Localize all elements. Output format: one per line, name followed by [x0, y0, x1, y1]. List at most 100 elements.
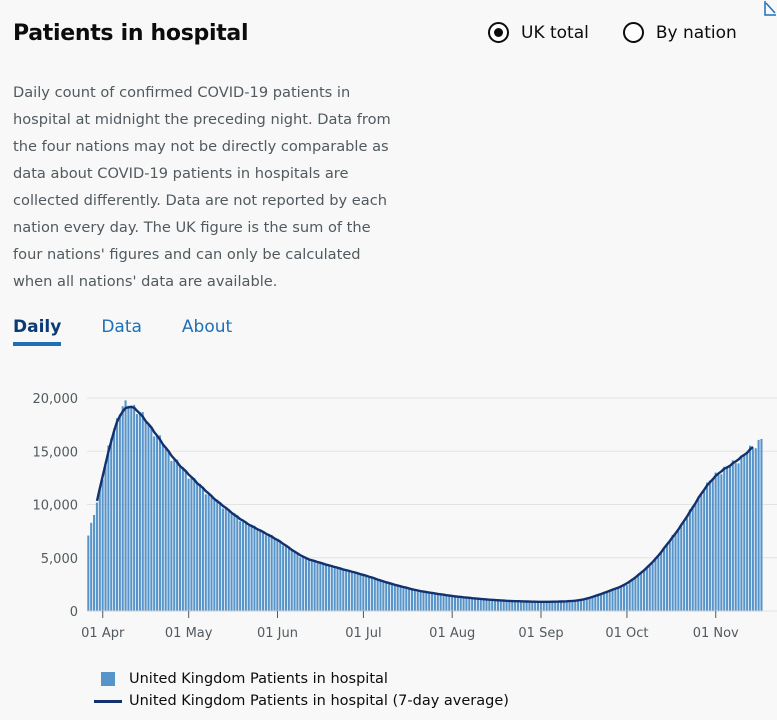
y-tick-label: 5,000 — [41, 552, 78, 567]
data-bar — [356, 573, 359, 611]
data-bar — [410, 589, 414, 611]
data-bar — [594, 595, 597, 611]
data-bar — [196, 483, 199, 611]
data-bar — [462, 597, 465, 611]
data-bar — [665, 545, 668, 611]
data-bar — [219, 501, 222, 611]
data-bar — [491, 599, 494, 611]
data-bar — [204, 494, 207, 611]
data-bar — [416, 590, 419, 611]
radio-uk-total[interactable]: UK total — [488, 22, 589, 43]
data-bar — [431, 592, 434, 611]
data-bar — [368, 577, 371, 611]
data-bar — [703, 491, 706, 611]
data-bar — [339, 568, 342, 611]
data-bar — [671, 534, 674, 611]
data-bar — [588, 597, 591, 611]
tab-data[interactable]: Data — [101, 317, 142, 337]
data-bar — [508, 600, 511, 611]
average-line — [95, 405, 754, 604]
data-bar — [743, 454, 746, 611]
data-bar — [694, 503, 697, 611]
data-bar — [187, 478, 190, 611]
view-radio-group: UK total By nation — [488, 22, 771, 43]
legend-item-line: United Kingdom Patients in hospital (7-d… — [94, 690, 509, 712]
data-bar — [471, 598, 474, 611]
data-bar — [726, 466, 729, 611]
x-tick-label: 01 Nov — [693, 626, 739, 641]
data-bar — [620, 585, 623, 611]
data-bar — [422, 591, 425, 611]
data-bar — [488, 599, 491, 611]
data-bar — [562, 601, 565, 611]
data-bar — [104, 461, 107, 611]
data-bar — [685, 518, 689, 611]
data-bar — [608, 591, 611, 611]
data-bar — [476, 598, 479, 611]
data-bar — [336, 567, 339, 611]
data-bar — [574, 601, 577, 611]
data-bar — [433, 593, 436, 611]
data-bar — [287, 546, 290, 611]
expand-icon[interactable] — [763, 0, 777, 18]
data-bar — [236, 515, 239, 611]
radio-label: UK total — [521, 22, 589, 43]
data-bar — [141, 412, 144, 611]
data-bar — [270, 534, 273, 611]
data-bar — [296, 553, 299, 611]
data-bar — [365, 575, 368, 611]
data-bar — [697, 496, 700, 611]
data-bar — [611, 589, 614, 611]
data-bar — [279, 541, 282, 611]
data-bar — [121, 406, 124, 611]
data-bar — [101, 479, 104, 611]
data-bar — [158, 435, 161, 611]
data-bar — [428, 593, 431, 611]
data-bar — [648, 565, 651, 611]
data-bar — [723, 466, 726, 611]
data-bar — [625, 585, 628, 611]
data-bar — [568, 601, 571, 611]
data-bar — [290, 550, 293, 611]
data-bar — [496, 600, 499, 611]
data-bar — [602, 592, 605, 611]
data-bar — [310, 559, 313, 611]
data-bar — [282, 545, 285, 611]
tab-about[interactable]: About — [181, 317, 233, 337]
data-bar — [539, 602, 542, 611]
data-bar — [176, 459, 179, 611]
data-bar — [542, 601, 545, 611]
data-bar — [485, 599, 488, 611]
data-bar — [190, 477, 193, 611]
legend-item-bars: United Kingdom Patients in hospital — [94, 668, 509, 690]
x-tick-label: 01 Aug — [429, 626, 475, 641]
x-tick-label: 01 Apr — [81, 626, 125, 641]
data-bar — [319, 562, 322, 611]
data-bar — [465, 597, 468, 611]
data-bar — [439, 594, 442, 611]
data-bar — [233, 513, 236, 611]
data-bar — [316, 563, 319, 611]
data-bar — [224, 508, 227, 611]
data-bar — [133, 404, 136, 611]
data-bar — [390, 584, 393, 611]
data-bar — [293, 551, 296, 611]
data-bar — [468, 597, 471, 611]
data-bar — [376, 579, 379, 611]
data-bar — [706, 482, 709, 611]
data-bar — [267, 534, 270, 611]
data-bar — [683, 522, 686, 611]
data-bar — [173, 459, 176, 611]
data-bar — [304, 557, 308, 611]
data-bar — [138, 411, 141, 611]
data-bar — [373, 578, 376, 611]
data-bar — [333, 568, 336, 611]
chart-description: Daily count of confirmed COVID-19 patien… — [13, 84, 391, 290]
radio-by-nation[interactable]: By nation — [622, 22, 737, 43]
tab-daily[interactable]: Daily — [13, 317, 62, 346]
data-bar — [746, 452, 749, 611]
data-bar — [640, 572, 643, 611]
data-bar — [728, 465, 731, 611]
data-bar — [708, 480, 711, 611]
data-bar — [350, 572, 353, 611]
